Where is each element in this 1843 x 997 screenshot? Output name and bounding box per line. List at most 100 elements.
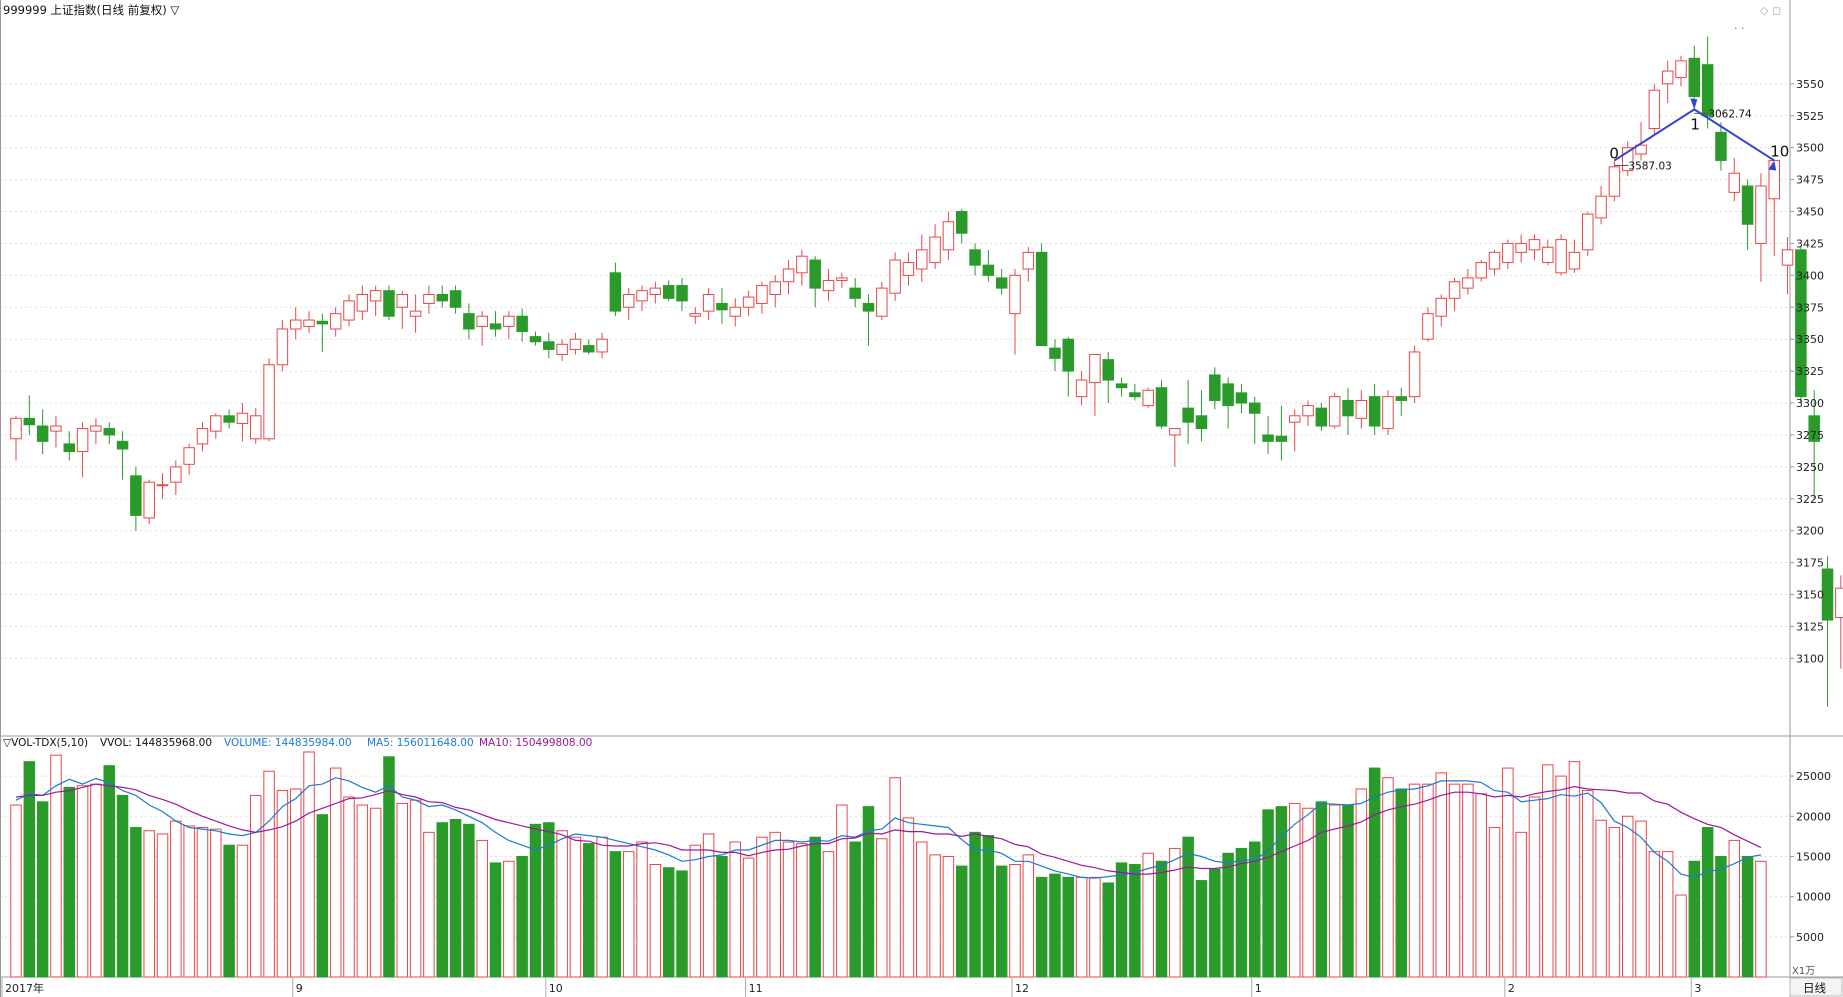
- candle-body: [596, 338, 608, 353]
- price-tick-label: 3275: [1796, 429, 1824, 442]
- candle-body: [529, 336, 542, 343]
- volume-bar: [10, 804, 22, 978]
- date-label: 12: [1015, 982, 1029, 995]
- volume-bar: [1422, 783, 1434, 978]
- volume-bar: [1035, 876, 1048, 978]
- volume-bar: [1395, 788, 1408, 978]
- period-button-box[interactable]: [1789, 977, 1843, 997]
- volume-bar: [250, 794, 262, 978]
- period-button[interactable]: 日线: [1803, 981, 1826, 995]
- candle-body: [862, 302, 875, 312]
- candle-body: [289, 319, 302, 330]
- candle-body: [1368, 396, 1381, 427]
- volume-bar: [1582, 790, 1594, 978]
- volume-bar: [889, 777, 901, 978]
- candle-body: [889, 259, 901, 294]
- dots-marker: · ·: [1734, 22, 1745, 35]
- volume-indicator-label[interactable]: ▽VOL-TDX(5,10): [3, 737, 88, 749]
- price-tick-label: 3250: [1796, 461, 1824, 474]
- window-icons[interactable]: ◇ ◻: [1760, 4, 1781, 17]
- candle-body: [543, 341, 555, 350]
- volume-bar: [423, 831, 435, 978]
- wave-arrow-down: [1690, 98, 1698, 110]
- date-label: 2: [1508, 982, 1515, 995]
- candle-body: [489, 323, 502, 330]
- candle-body: [1608, 166, 1621, 197]
- volume-bar: [955, 865, 968, 978]
- wave-label-0: 0: [1609, 144, 1619, 162]
- candle-body: [1235, 392, 1248, 404]
- date-label: 1: [1255, 982, 1262, 995]
- candle-body: [729, 306, 742, 317]
- candle-body: [1408, 351, 1421, 398]
- candle-body: [1169, 428, 1181, 436]
- high-value-label: 3587.03: [1628, 160, 1671, 172]
- volume-bar: [1222, 852, 1234, 978]
- candle-body: [982, 264, 995, 276]
- volume-bar: [942, 855, 955, 978]
- candle-body: [476, 315, 488, 327]
- candle-body: [662, 285, 675, 299]
- volume-bar: [1235, 847, 1248, 978]
- volume-bar: [982, 835, 995, 978]
- volume-bar: [383, 756, 395, 978]
- candle-body: [516, 315, 528, 333]
- candle-body: [1661, 70, 1674, 85]
- candle-body: [50, 425, 62, 432]
- candle-body: [316, 320, 329, 325]
- candle-body: [143, 481, 155, 519]
- candle-body: [1302, 405, 1314, 417]
- price-tick-label: 3100: [1796, 652, 1824, 665]
- candle-body: [1262, 434, 1274, 442]
- price-tick-label: 3200: [1796, 525, 1824, 538]
- candle-body: [1648, 89, 1661, 130]
- candle-body: [849, 287, 861, 299]
- volume-bar: [916, 841, 928, 978]
- volume-bar: [1715, 855, 1727, 978]
- date-label: 11: [749, 982, 763, 995]
- candle-body: [1488, 251, 1501, 270]
- volume-bar: [822, 851, 835, 978]
- volume-bar: [1741, 855, 1754, 978]
- candle-body: [1755, 185, 1767, 244]
- volume-bar: [276, 790, 289, 978]
- candle-body: [716, 302, 728, 311]
- candle-body: [1049, 347, 1061, 359]
- volume-tick-label: 5000: [1796, 931, 1824, 944]
- candle-body: [876, 287, 888, 317]
- candle-body: [1355, 399, 1368, 419]
- date-label: 3: [1694, 982, 1701, 995]
- candle-body: [1635, 144, 1647, 155]
- candle-body: [343, 300, 355, 321]
- candle-body: [503, 315, 515, 327]
- price-tick-label: 3475: [1796, 174, 1824, 187]
- volume-bar: [316, 814, 329, 978]
- volume-bar: [76, 785, 89, 978]
- volume-bar: [543, 822, 555, 978]
- candle-body: [1089, 354, 1101, 384]
- candle-body: [236, 412, 249, 424]
- volume-bar: [1075, 876, 1088, 978]
- candle-body: [383, 290, 395, 317]
- candle-body: [636, 290, 648, 302]
- volume-tick-label: 25000: [1796, 770, 1831, 783]
- candle-body: [1209, 374, 1221, 401]
- volume-bar: [156, 833, 169, 978]
- volume-bar: [1355, 788, 1368, 978]
- chart-title[interactable]: 999999 上证指数(日线 前复权) ▽: [3, 3, 179, 17]
- candle-body: [170, 466, 182, 483]
- wave-label-10: 10: [1770, 142, 1789, 160]
- volume-bar: [1608, 827, 1621, 978]
- volume-bar: [503, 860, 515, 978]
- volume-bar: [369, 807, 382, 978]
- volume-bar: [676, 870, 688, 978]
- volume-bar: [236, 844, 249, 978]
- candle-body: [103, 428, 115, 436]
- price-tick-label: 3350: [1796, 333, 1824, 346]
- candle-body: [1502, 242, 1514, 264]
- date-label: 10: [549, 982, 563, 995]
- volume-bar: [556, 830, 568, 978]
- candle-body: [1595, 195, 1607, 219]
- volume-bar: [1595, 819, 1607, 978]
- volume-bar: [263, 770, 275, 978]
